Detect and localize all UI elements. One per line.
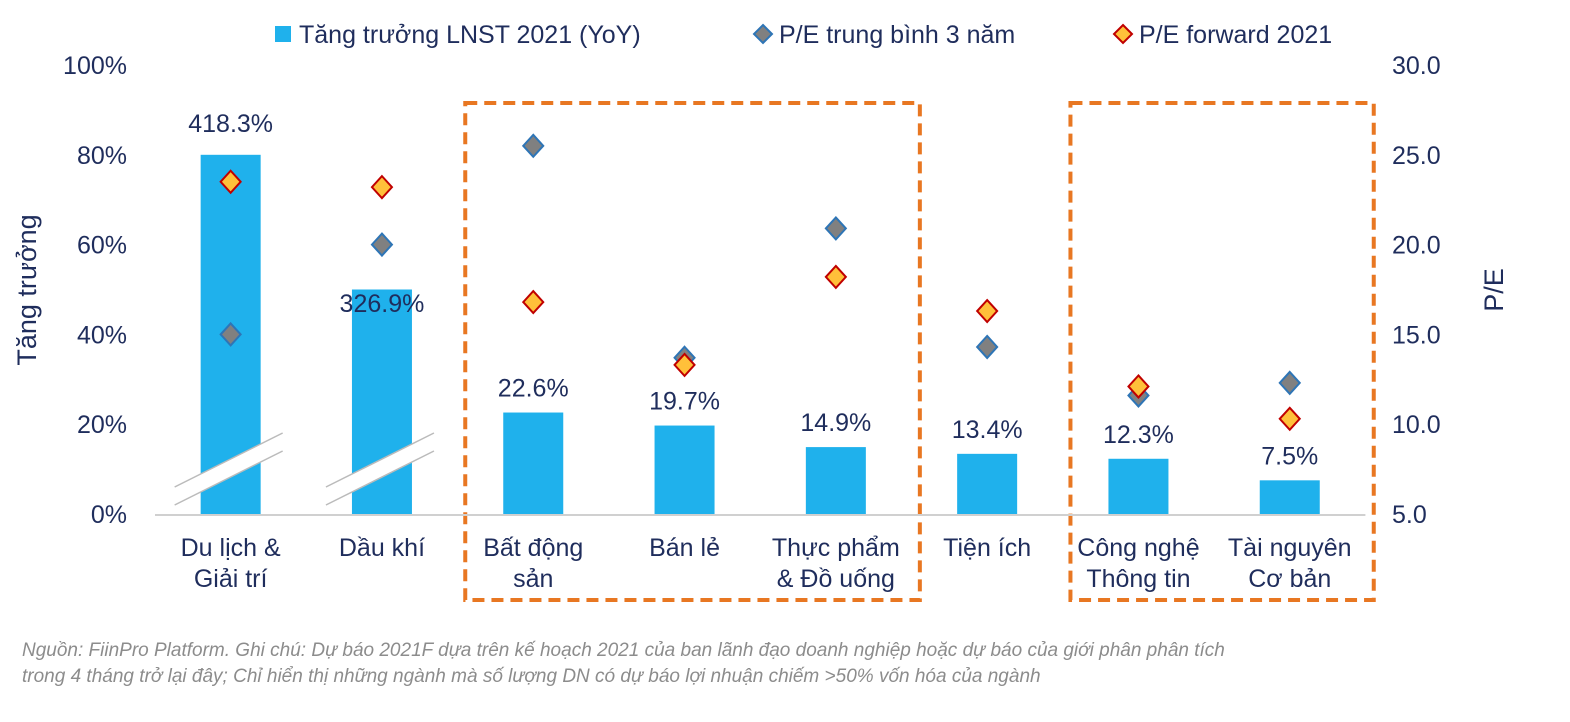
y2-tick-label: 5.0 bbox=[1392, 501, 1427, 529]
category-label: Dầu khí bbox=[339, 534, 425, 562]
legend-label: P/E trung bình 3 năm bbox=[779, 21, 1015, 49]
pe-3y-avg-point bbox=[824, 215, 848, 241]
pe-3y-avg-point bbox=[521, 133, 545, 159]
y2-tick-label: 15.0 bbox=[1392, 321, 1441, 349]
bar bbox=[1259, 480, 1320, 514]
bar bbox=[654, 425, 715, 514]
highlight-box-1 bbox=[463, 101, 922, 602]
category-label: Công nghệ bbox=[1077, 534, 1199, 562]
category-label: Bất động bbox=[483, 534, 583, 562]
pe-forward-point bbox=[1127, 373, 1150, 399]
category-label: Cơ bản bbox=[1248, 565, 1331, 593]
category-label: & Đồ uống bbox=[777, 565, 895, 593]
bar bbox=[503, 412, 564, 514]
pe-forward-point bbox=[824, 264, 848, 290]
y2-tick-label: 20.0 bbox=[1392, 232, 1441, 260]
pe-forward-point bbox=[673, 352, 696, 378]
category-label: Tài nguyên bbox=[1228, 534, 1352, 562]
bar-data-label: 22.6% bbox=[498, 375, 569, 403]
pe-forward-point bbox=[521, 289, 545, 315]
y-tick-label: 100% bbox=[63, 52, 127, 80]
axis-break-mark bbox=[174, 433, 283, 505]
bar bbox=[805, 447, 866, 514]
axis-break-line bbox=[174, 450, 283, 506]
y-tick-label: 60% bbox=[77, 232, 127, 260]
axis-break-line bbox=[325, 450, 435, 506]
category-label: Thực phẩm bbox=[772, 534, 900, 562]
category-label: Bán lẻ bbox=[649, 534, 720, 562]
bar bbox=[957, 453, 1018, 514]
pe-forward-point bbox=[219, 169, 243, 195]
legend-label: P/E forward 2021 bbox=[1139, 21, 1332, 49]
bar-data-label: 326.9% bbox=[340, 290, 425, 318]
bar bbox=[1108, 458, 1169, 514]
pe-forward-point bbox=[975, 298, 999, 324]
legend-bar-swatch bbox=[275, 26, 291, 42]
bar-data-label: 14.9% bbox=[800, 409, 871, 437]
axis-break-line bbox=[325, 432, 435, 488]
bar-data-label: 13.4% bbox=[952, 416, 1023, 444]
highlight-box-2 bbox=[1068, 101, 1376, 602]
y-axis-title: Tăng trưởng bbox=[12, 214, 42, 365]
pe-3y-avg-point bbox=[1278, 370, 1302, 396]
legend-diamond-swatch bbox=[752, 23, 774, 45]
y2-tick-label: 10.0 bbox=[1392, 411, 1441, 439]
y-tick-label: 80% bbox=[77, 142, 127, 170]
pe-forward-point bbox=[370, 174, 394, 200]
pe-3y-avg-point bbox=[219, 321, 243, 347]
axis-break-line bbox=[174, 432, 283, 488]
category-label: Tiện ích bbox=[943, 534, 1031, 562]
footnote-line-2: trong 4 tháng trở lại đây; Chỉ hiển thị … bbox=[22, 666, 1041, 687]
y-tick-label: 20% bbox=[77, 411, 127, 439]
category-label: Giải trí bbox=[194, 565, 268, 593]
pe-forward-point bbox=[1278, 406, 1302, 432]
category-label: Thông tin bbox=[1086, 565, 1190, 593]
y-tick-label: 0% bbox=[91, 501, 127, 529]
legend-diamond-swatch bbox=[1112, 23, 1134, 45]
chart-svg: 0% 20% 40% 60% 80% 100% 5.0 10.0 15.0 20.0 25.0 30.… bbox=[12, 21, 1509, 602]
y-tick-label: 40% bbox=[77, 321, 127, 349]
pe-3y-avg-point bbox=[370, 232, 394, 258]
bar-data-label: 19.7% bbox=[649, 388, 720, 416]
bar-data-label: 12.3% bbox=[1103, 421, 1174, 449]
axis-break-mark bbox=[325, 433, 434, 505]
pe-3y-avg-point bbox=[975, 334, 999, 360]
y2-axis-title: P/E bbox=[1479, 268, 1509, 312]
category-label: Du lịch & bbox=[181, 534, 281, 562]
y2-tick-label: 25.0 bbox=[1392, 142, 1441, 170]
y2-tick-label: 30.0 bbox=[1392, 52, 1441, 80]
bar-data-label: 7.5% bbox=[1261, 442, 1318, 470]
footnote-line-1: Nguồn: FiinPro Platform. Ghi chú: Dự báo… bbox=[22, 640, 1225, 661]
bar-data-label: 418.3% bbox=[188, 110, 273, 138]
legend-label: Tăng trưởng LNST 2021 (YoY) bbox=[299, 21, 641, 49]
category-label: sản bbox=[513, 565, 553, 593]
